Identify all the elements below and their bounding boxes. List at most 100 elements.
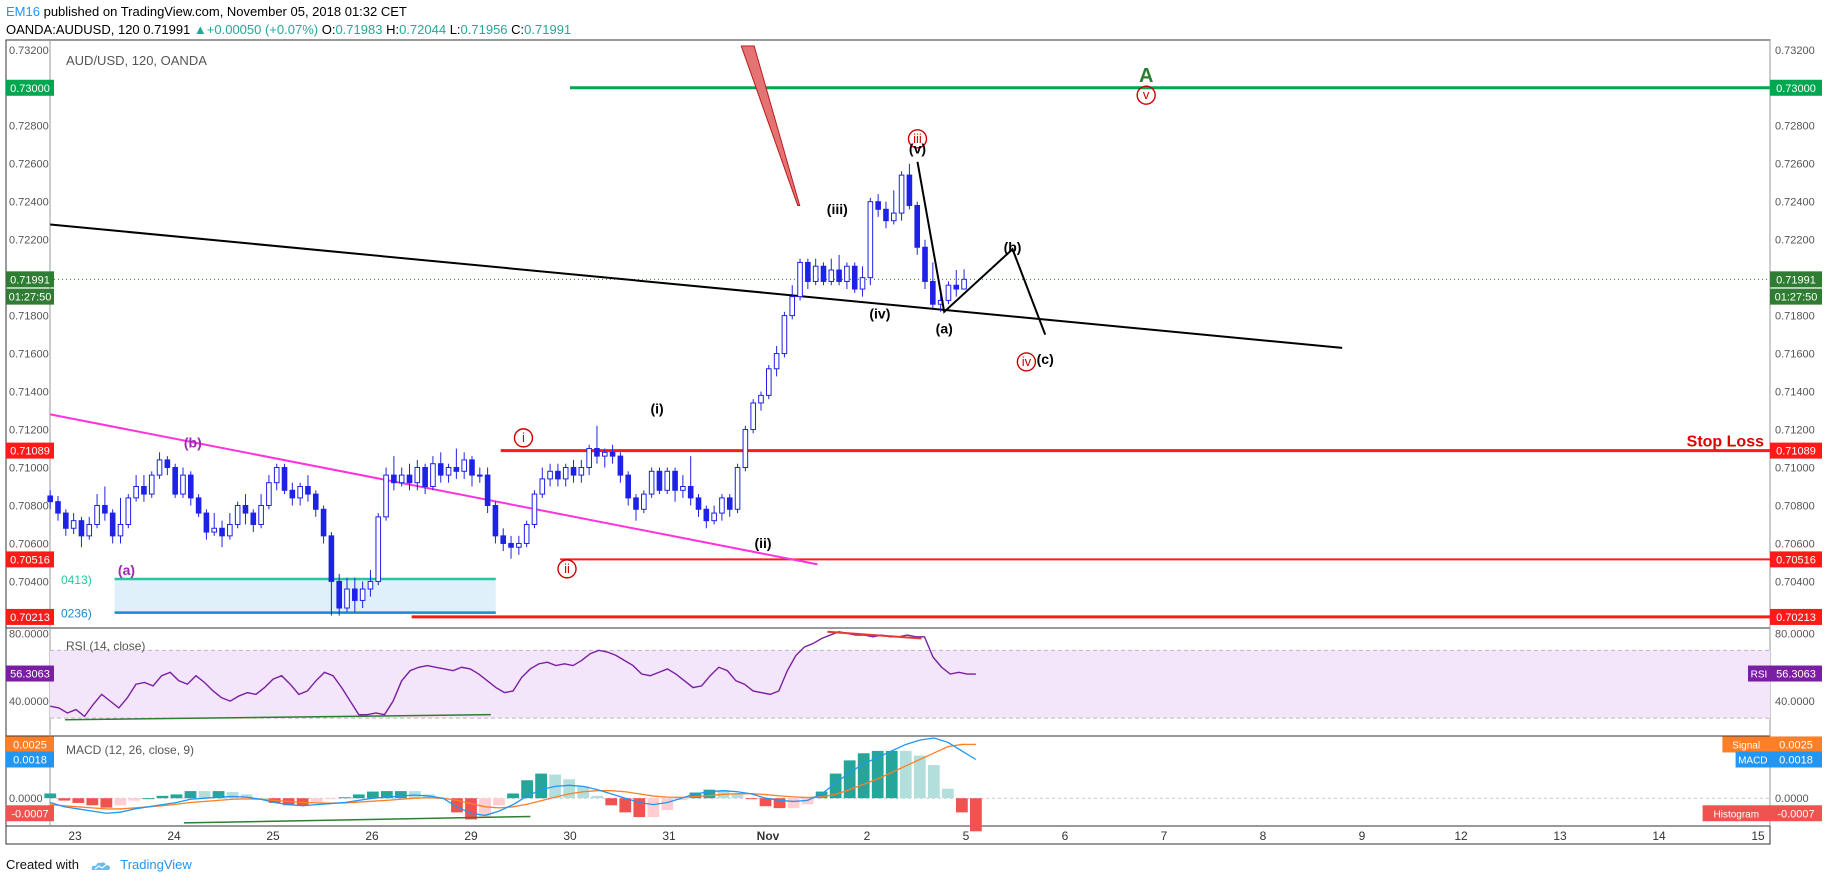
wave-label: A <box>1139 65 1153 87</box>
tradingview-cloud-icon <box>91 861 110 870</box>
candle <box>367 580 374 590</box>
magenta-trendline <box>50 413 818 566</box>
macd-histogram-bar <box>941 788 954 799</box>
black-trendline <box>50 223 1343 349</box>
candle <box>797 261 803 298</box>
price-tag-left <box>6 288 54 305</box>
candle <box>242 504 249 514</box>
y-tick-right: 0.71000 <box>1775 463 1815 475</box>
x-tick-label: 31 <box>662 829 676 843</box>
candle <box>508 542 514 548</box>
x-tick-label: 29 <box>464 829 478 843</box>
candle <box>711 512 717 522</box>
red-arrow-line <box>740 45 801 206</box>
tradingview-link[interactable]: TradingView <box>120 857 192 872</box>
macd-title: MACD (12, 26, close, 9) <box>66 743 194 757</box>
candle <box>430 463 436 487</box>
macd-tag-left-text: 0.0018 <box>13 755 47 767</box>
price-tag-left <box>6 79 54 96</box>
candle <box>672 470 678 491</box>
candle <box>180 474 186 495</box>
y-tick-left: 0.71800 <box>9 311 49 323</box>
price-tag-right-text: 0.70516 <box>1776 554 1816 566</box>
rsi-tag-right-text: 56.3063 <box>1776 669 1816 681</box>
candle <box>133 485 139 499</box>
candle <box>726 497 733 510</box>
x-tick-label: 6 <box>1062 829 1069 843</box>
candle <box>445 467 452 476</box>
wave-label: v <box>1143 87 1150 102</box>
wave-label-circle <box>907 129 928 149</box>
x-tick-label: 30 <box>563 829 577 843</box>
candle <box>281 467 288 491</box>
macd-histogram-bar <box>759 798 772 807</box>
macd-histogram-bar <box>745 798 758 800</box>
wave-label: (iv) <box>869 305 890 321</box>
publish-text: published on TradingView.com, November 0… <box>43 4 407 19</box>
candle <box>375 516 382 582</box>
candle <box>890 212 897 222</box>
macd-histogram-bar <box>394 791 407 799</box>
macd-histogram-bar <box>563 779 576 799</box>
candle <box>70 520 77 529</box>
macd-histogram-bar <box>703 789 716 799</box>
candle <box>148 474 155 495</box>
macd-histogram-bar <box>86 798 99 806</box>
candle <box>766 368 772 396</box>
macd-histogram-bar <box>773 798 786 809</box>
author-link[interactable]: EM16 <box>6 4 40 19</box>
macd-histogram-bar <box>198 791 211 799</box>
wave-label: (a) <box>936 321 953 337</box>
candle <box>500 535 507 544</box>
macd-tag-name-text: Signal <box>1732 740 1760 751</box>
wave-label-circle <box>513 428 534 448</box>
candle <box>680 485 686 491</box>
candle <box>141 485 147 495</box>
rsi-tag-name-text: RSI <box>1751 670 1768 681</box>
open-value: 0.71983 <box>335 22 383 37</box>
y-tick-left: 0.72400 <box>9 197 49 209</box>
candle <box>961 278 967 290</box>
candle <box>555 470 561 480</box>
macd-histogram-bar <box>787 798 800 809</box>
candle <box>406 474 413 484</box>
candle <box>172 467 178 495</box>
candle <box>547 470 553 480</box>
candle <box>875 201 881 210</box>
macd-histogram-bar <box>170 794 183 799</box>
x-tick-label: 12 <box>1454 829 1468 843</box>
price-tag-right-text: 0.73000 <box>1776 83 1816 95</box>
low-label: L: <box>449 22 461 37</box>
x-tick-label: 5 <box>963 829 970 843</box>
macd-histogram-bar <box>731 793 744 799</box>
x-tick-label: 13 <box>1553 829 1567 843</box>
publish-line: EM16 published on TradingView.com, Novem… <box>6 4 407 19</box>
macd-tag-right <box>1770 751 1822 768</box>
candle <box>359 588 366 601</box>
candle <box>930 280 936 305</box>
candle <box>742 429 749 469</box>
macd-histogram-bar <box>507 793 519 799</box>
candle <box>516 542 522 548</box>
x-tick-label: 15 <box>1751 829 1765 843</box>
candle <box>164 459 171 469</box>
rsi-band <box>50 650 1770 719</box>
macd-histogram-bar <box>647 798 660 818</box>
wave-projection-path <box>916 161 1047 335</box>
price-tag-left-text: 0.71089 <box>10 446 50 458</box>
macd-tag-right-text: 0.0018 <box>1779 755 1813 767</box>
candle <box>461 459 467 472</box>
candle <box>266 482 272 506</box>
high-label: H: <box>386 22 400 37</box>
candle <box>719 497 725 514</box>
candle <box>187 474 194 499</box>
candle <box>734 467 741 510</box>
macd-histogram-bar <box>465 798 477 820</box>
macd-histogram-bar <box>535 773 548 799</box>
candle <box>109 512 116 537</box>
price-tag-right <box>1770 79 1822 96</box>
candle <box>586 448 592 469</box>
candle <box>617 455 624 476</box>
y-tick-right: 0.72800 <box>1775 121 1815 133</box>
